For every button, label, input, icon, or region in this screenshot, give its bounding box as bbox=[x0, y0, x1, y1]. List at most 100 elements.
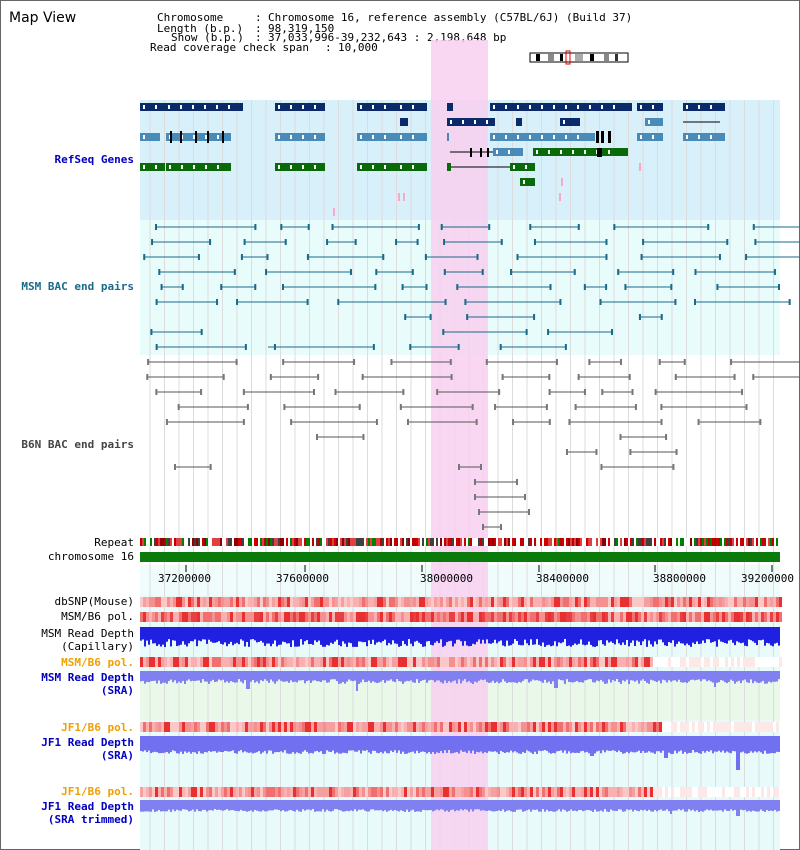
msm-pol2-cell bbox=[593, 657, 596, 667]
msm-depth-capillary-bar bbox=[644, 627, 646, 640]
jf1-pol2-cell bbox=[650, 787, 653, 797]
msm-depth-capillary-bar bbox=[286, 627, 288, 644]
jf1-pol2-cell bbox=[173, 787, 176, 797]
jf1-depth-trim-bar bbox=[666, 800, 668, 810]
track-label-msm-pol-1[interactable]: MSM/B6 pol. bbox=[61, 610, 134, 623]
msm-depth-sra-bar bbox=[192, 671, 194, 681]
track-label-jf1-sra[interactable]: JF1 Read Depth bbox=[41, 736, 134, 749]
jf1-depth-trim-bar bbox=[240, 800, 242, 810]
msm-pol2-cell bbox=[296, 657, 299, 667]
msm-pol2-cell bbox=[461, 657, 464, 667]
track-label-jf1-pol-1[interactable]: JF1/B6 pol. bbox=[61, 721, 134, 734]
track-label-msm-bac[interactable]: MSM BAC end pairs bbox=[21, 280, 134, 293]
repeat-element bbox=[198, 538, 200, 546]
coverage-value: 10,000 bbox=[338, 41, 378, 54]
jf1-pol2-cell bbox=[638, 787, 641, 797]
jf1-pol-cell bbox=[272, 722, 275, 732]
repeat-element bbox=[642, 538, 644, 546]
jf1-depth-trim-bar bbox=[466, 800, 468, 810]
b6n-bac-end bbox=[672, 464, 675, 470]
msm-depth-capillary-bar bbox=[390, 627, 392, 645]
msm-pol2-cell bbox=[374, 657, 377, 667]
repeat-element bbox=[690, 538, 692, 546]
msm-depth-sra-bar bbox=[448, 671, 450, 682]
msm-pol2-cell bbox=[710, 657, 713, 667]
msm-pol-cell bbox=[215, 612, 218, 622]
jf1-pol2-cell bbox=[503, 787, 506, 797]
repeat-element bbox=[308, 538, 310, 546]
jf1-depth-trim-bar bbox=[412, 800, 414, 810]
dbsnp-cell bbox=[464, 597, 467, 607]
track-label-msm-depth-cap[interactable]: MSM Read Depth bbox=[41, 627, 134, 640]
msm-bac-end bbox=[220, 284, 223, 290]
repeat-element bbox=[670, 538, 672, 546]
dbsnp-cell bbox=[719, 597, 722, 607]
jf1-pol2-cell bbox=[740, 787, 743, 797]
msm-depth-capillary-bar bbox=[450, 627, 452, 641]
msm-pol2-cell bbox=[512, 657, 515, 667]
msm-depth-sra-bar bbox=[400, 671, 402, 682]
msm-pol2-cell bbox=[743, 657, 746, 667]
jf1-depth-sra-bar bbox=[314, 736, 316, 752]
ideogram-band bbox=[575, 54, 583, 61]
jf1-depth-sra-bar bbox=[764, 736, 766, 751]
msm-pol-cell bbox=[710, 612, 713, 622]
repeat-element bbox=[140, 538, 142, 546]
track-label-b6n-bac[interactable]: B6N BAC end pairs bbox=[21, 438, 134, 451]
track-label-dbsnp[interactable]: dbSNP(Mouse) bbox=[54, 595, 134, 608]
repeat-element bbox=[332, 538, 334, 546]
jf1-pol-cell bbox=[521, 722, 524, 732]
jf1-depth-sra-bar bbox=[434, 736, 436, 754]
track-label-refseq[interactable]: RefSeq Genes bbox=[54, 153, 134, 166]
refseq-gene-arrow bbox=[278, 135, 280, 139]
jf1-depth-trim-bar bbox=[742, 800, 744, 811]
track-label-repeat[interactable]: Repeat bbox=[94, 536, 134, 549]
msm-pol2-cell bbox=[332, 657, 335, 667]
msm-pol2-cell bbox=[392, 657, 395, 667]
refseq-gene-arrow bbox=[505, 135, 507, 139]
repeat-element bbox=[716, 538, 718, 546]
jf1-depth-sra-bar bbox=[356, 736, 358, 752]
track-label-msm-pol-2[interactable]: MSM/B6 pol. bbox=[61, 656, 134, 669]
track-label-chromosome[interactable]: chromosome 16 bbox=[47, 550, 134, 563]
jf1-pol-cell bbox=[395, 722, 398, 732]
jf1-depth-sra-bar bbox=[272, 736, 274, 754]
track-label-jf1-trim[interactable]: JF1 Read Depth bbox=[41, 800, 134, 813]
msm-depth-sra-bar bbox=[542, 671, 544, 683]
msm-depth-sra-bar bbox=[746, 671, 748, 683]
jf1-depth-trim-bar bbox=[400, 800, 402, 811]
msm-depth-capillary-bar bbox=[500, 627, 502, 641]
msm-pol2-cell bbox=[776, 657, 779, 667]
msm-depth-capillary-bar bbox=[376, 627, 378, 643]
msm-depth-sra-bar bbox=[532, 671, 534, 680]
jf1-depth-trim-bar bbox=[752, 800, 754, 811]
jf1-pol2-cell bbox=[218, 787, 221, 797]
jf1-pol2-cell bbox=[608, 787, 611, 797]
jf1-pol2-cell bbox=[350, 787, 353, 797]
jf1-pol2-cell bbox=[653, 787, 656, 797]
repeat-element bbox=[596, 538, 598, 546]
jf1-pol2-cell bbox=[500, 787, 503, 797]
jf1-depth-trim-bar bbox=[186, 800, 188, 810]
msm-pol-cell bbox=[257, 612, 260, 622]
track-label-msm-sra[interactable]: MSM Read Depth bbox=[41, 671, 134, 684]
msm-bac-end bbox=[411, 269, 414, 275]
track-label-jf1-pol-2[interactable]: JF1/B6 pol. bbox=[61, 785, 134, 798]
jf1-depth-sra-bar bbox=[270, 736, 272, 751]
jf1-pol2-cell bbox=[509, 787, 512, 797]
msm-bac-end bbox=[331, 224, 334, 230]
jf1-depth-sra-bar bbox=[638, 736, 640, 751]
msm-depth-capillary-bar bbox=[496, 627, 498, 644]
jf1-depth-trim-bar bbox=[460, 800, 462, 810]
msm-depth-capillary-bar bbox=[722, 627, 724, 643]
msm-pol-cell bbox=[449, 612, 452, 622]
refseq-exon bbox=[180, 131, 182, 143]
msm-pol-cell bbox=[656, 612, 659, 622]
msm-depth-capillary-bar bbox=[152, 627, 154, 644]
jf1-pol2-cell bbox=[158, 787, 161, 797]
msm-pol2-cell bbox=[656, 657, 659, 667]
jf1-pol-cell bbox=[746, 722, 749, 732]
jf1-depth-trim-bar bbox=[492, 800, 494, 812]
refseq-exon bbox=[487, 148, 489, 157]
